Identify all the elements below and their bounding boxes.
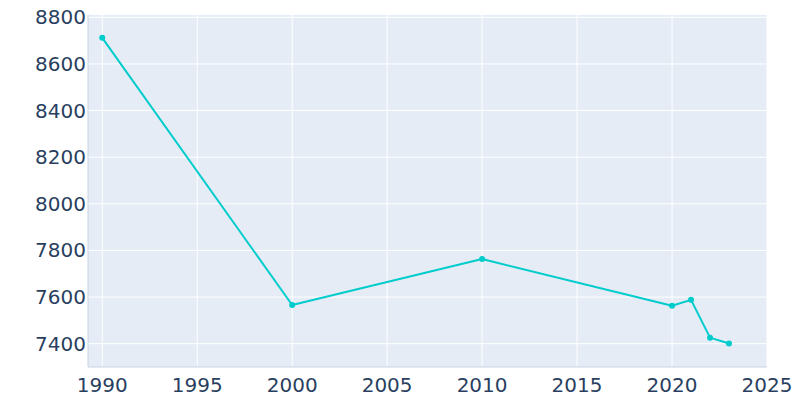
y-tick-label: 8600 — [35, 52, 86, 76]
y-grid-line — [88, 343, 767, 344]
plot-background — [88, 15, 767, 367]
x-tick-label: 1990 — [77, 373, 128, 397]
y-grid-line — [88, 250, 767, 251]
y-tick-label: 7400 — [35, 332, 86, 356]
y-grid-line — [88, 17, 767, 18]
x-axis-line — [88, 367, 767, 368]
y-axis-line — [88, 15, 89, 367]
data-point — [479, 256, 485, 262]
chart-svg: 1990 1995 2000 2005 2010 2015 2020 2025 7400 7600… — [0, 0, 800, 400]
x-grid-line — [197, 15, 198, 367]
series-line — [102, 38, 729, 344]
x-tick-label: 2020 — [647, 373, 698, 397]
x-grid-line — [482, 15, 483, 367]
y-tick-label: 8000 — [35, 192, 86, 216]
x-grid-line — [577, 15, 578, 367]
y-tick-label: 8200 — [35, 145, 86, 169]
data-group — [99, 35, 732, 347]
y-grid-line — [88, 110, 767, 111]
x-grid-line — [292, 15, 293, 367]
y-grid-line — [88, 203, 767, 204]
x-tick-label: 2010 — [457, 373, 508, 397]
x-tick-label: 2025 — [742, 373, 793, 397]
data-point — [289, 302, 295, 308]
y-grid-line — [88, 297, 767, 298]
x-grid-line — [387, 15, 388, 367]
y-grid-line — [88, 157, 767, 158]
data-point — [669, 303, 675, 309]
chart-container: 1990 1995 2000 2005 2010 2015 2020 2025 7400 7600… — [0, 0, 800, 400]
y-tick-label: 8400 — [35, 99, 86, 123]
data-point — [726, 340, 732, 346]
x-grid-line — [102, 15, 103, 367]
x-grid-line — [672, 15, 673, 367]
x-tick-label: 2015 — [552, 373, 603, 397]
x-tick-label: 2000 — [267, 373, 318, 397]
y-tick-label: 8800 — [35, 5, 86, 29]
y-grid-line — [88, 63, 767, 64]
x-grid-line — [767, 15, 768, 367]
y-tick-label: 7800 — [35, 238, 86, 262]
x-tick-label: 1995 — [172, 373, 223, 397]
data-point — [688, 297, 694, 303]
x-tick-label: 2005 — [362, 373, 413, 397]
data-point — [707, 335, 713, 341]
y-tick-label: 7600 — [35, 285, 86, 309]
data-point — [99, 35, 105, 41]
